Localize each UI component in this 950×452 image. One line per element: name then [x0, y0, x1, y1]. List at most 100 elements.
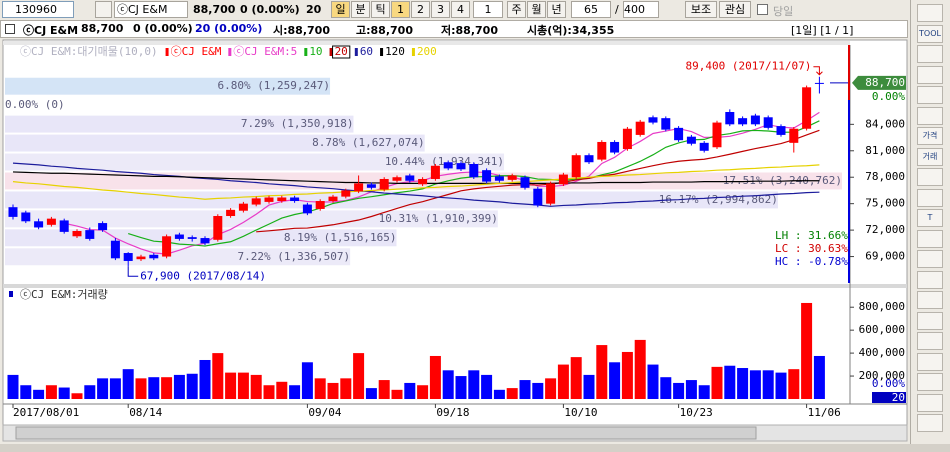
tool-button[interactable]: 보조	[685, 1, 717, 18]
candle-body	[533, 188, 543, 206]
candle-body	[763, 117, 773, 128]
y-tick-label: 200,000	[859, 369, 905, 382]
candle-body	[328, 196, 338, 202]
stock-name: ⓒCJ E&M	[114, 1, 188, 18]
profile-band	[5, 248, 351, 266]
scroll-thumb[interactable]	[15, 426, 757, 440]
checkbox[interactable]	[757, 4, 768, 15]
tool-icon[interactable]	[917, 393, 943, 412]
tick-select[interactable]: 1	[473, 1, 503, 18]
range-button[interactable]: 주	[507, 1, 526, 18]
y-tick-label: 75,000	[865, 197, 905, 210]
tool-icon[interactable]: TOOL	[917, 24, 943, 43]
tool-icon[interactable]	[917, 168, 943, 186]
tool-icon[interactable]	[917, 373, 943, 391]
tool-icon[interactable]	[917, 352, 943, 371]
tool-icon[interactable]	[917, 229, 943, 248]
period-button[interactable]: 분	[351, 1, 370, 18]
range-button[interactable]: 월	[527, 1, 546, 18]
annotation-arrow	[813, 66, 823, 76]
toolbar: 130960 ⓒCJ E&M 88,700 0 (0.00%) 20 일 분 틱 1 2 3 4 1 주 월…	[0, 0, 950, 20]
period-button[interactable]: 틱	[371, 1, 390, 18]
tool-icon[interactable]	[917, 250, 943, 268]
volume-bar	[647, 364, 659, 399]
view-label: [1일] [1 / 1]	[791, 24, 854, 37]
candle-body	[315, 201, 325, 209]
candle-body	[290, 197, 300, 202]
candle-body	[571, 155, 581, 178]
volume-bar	[250, 374, 262, 399]
tool-icon[interactable]	[917, 45, 943, 63]
candle-body	[85, 230, 95, 239]
volume-bar	[442, 370, 454, 399]
tool-icon[interactable]	[917, 86, 943, 104]
volume-bar	[609, 362, 621, 399]
volume-bar	[519, 380, 531, 399]
candle-body	[699, 142, 709, 151]
legend-swatch	[9, 291, 13, 297]
period-button[interactable]: 일	[331, 1, 350, 18]
info-high: 고:88,700	[356, 24, 413, 37]
volume-bar	[161, 377, 173, 399]
volume-bar	[186, 373, 198, 399]
tool-icon[interactable]	[917, 311, 943, 330]
tool-icon[interactable]	[917, 332, 943, 350]
volume-bar	[583, 374, 595, 399]
profile-label: 7.29% (1,350,918)	[241, 117, 354, 130]
x-tick-label: 2017/08/01	[13, 406, 79, 419]
checkbox[interactable]	[5, 24, 15, 34]
price: 88,700	[193, 3, 236, 16]
candle-body	[686, 136, 696, 144]
candle-body	[789, 128, 799, 143]
tool-icon[interactable]: 거래	[917, 147, 943, 166]
legend-entry: 20	[335, 45, 348, 58]
total-count[interactable]: 400	[623, 1, 659, 18]
candle-body	[674, 127, 684, 141]
range-button[interactable]: 년	[547, 1, 566, 18]
last-price-label: 88,700	[865, 76, 905, 89]
legend-entry: 60	[360, 45, 373, 58]
legend-entry: 10	[309, 45, 322, 58]
tool-icon[interactable]	[917, 188, 943, 207]
period-button[interactable]: 4	[451, 1, 470, 18]
tool-icon[interactable]: T	[917, 209, 943, 227]
moving-average	[12, 162, 820, 207]
visible-count[interactable]: 65	[571, 1, 611, 18]
volume-bar	[788, 369, 800, 399]
candle-body	[302, 204, 312, 214]
volume-bar	[84, 385, 96, 399]
search-button[interactable]	[95, 1, 112, 18]
volume-bar	[378, 380, 390, 399]
y-tick-label: 600,000	[859, 323, 905, 336]
code-input[interactable]: 130960	[2, 1, 74, 18]
tool-icon[interactable]	[917, 106, 943, 125]
stat-label: LC : 30.63%	[775, 242, 848, 255]
tool-icon[interactable]	[917, 65, 943, 84]
tool-icon[interactable]	[917, 291, 943, 309]
slash: /	[615, 3, 619, 16]
volume-bar	[749, 370, 761, 399]
period-button[interactable]: 3	[431, 1, 450, 18]
candle-body	[712, 122, 722, 148]
volume-bar	[493, 389, 505, 399]
last-price-box	[852, 75, 906, 90]
tool-button[interactable]: 관심	[719, 1, 751, 18]
change: 0 (0.00%)	[240, 3, 300, 16]
moving-average	[64, 111, 820, 255]
legend-entry: ⓒCJ E&M:5	[233, 45, 297, 58]
period-button[interactable]: 1	[391, 1, 410, 18]
legend-swatch	[228, 48, 232, 56]
candle-body	[520, 177, 530, 188]
period-button[interactable]: 2	[411, 1, 430, 18]
candle-body	[251, 198, 261, 205]
legend-entry: 120	[385, 45, 405, 58]
candle-body	[21, 212, 31, 222]
tool-icon[interactable]: 가격	[917, 127, 943, 145]
legend-swatch	[329, 48, 333, 56]
tool-icon[interactable]	[917, 414, 943, 432]
tool-icon[interactable]	[917, 270, 943, 289]
candle-body	[405, 175, 415, 181]
tool-icon[interactable]	[917, 4, 943, 22]
volume-bar	[20, 385, 32, 399]
volume-bar	[481, 374, 493, 399]
